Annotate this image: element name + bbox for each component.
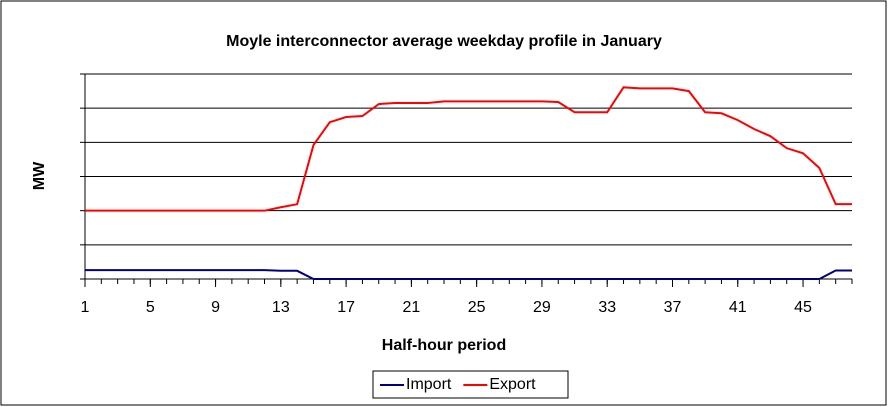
series-line <box>85 86 852 212</box>
x-tick-label: 29 <box>533 299 551 316</box>
x-tick-label: 21 <box>402 299 420 316</box>
y-axis-title: MW <box>31 161 48 190</box>
x-tick-label: 45 <box>794 299 812 316</box>
x-tick-label: 13 <box>272 299 290 316</box>
x-tick-label: 37 <box>664 299 682 316</box>
x-tick-label: 33 <box>598 299 616 316</box>
x-tick-label: 41 <box>729 299 747 316</box>
legend: Import Export <box>372 370 569 399</box>
chart-title: Moyle interconnector average weekday pro… <box>226 33 662 50</box>
x-tick-label: 25 <box>468 299 486 316</box>
legend-label: Export <box>489 376 536 393</box>
x-tick-label: 1 <box>81 299 90 316</box>
x-tick-label: 5 <box>146 299 155 316</box>
x-axis-title: Half-hour period <box>382 337 506 354</box>
legend-label: Import <box>406 376 452 393</box>
x-tick-label: 17 <box>337 299 355 316</box>
series-line <box>85 269 852 280</box>
x-tick-label: 9 <box>211 299 220 316</box>
